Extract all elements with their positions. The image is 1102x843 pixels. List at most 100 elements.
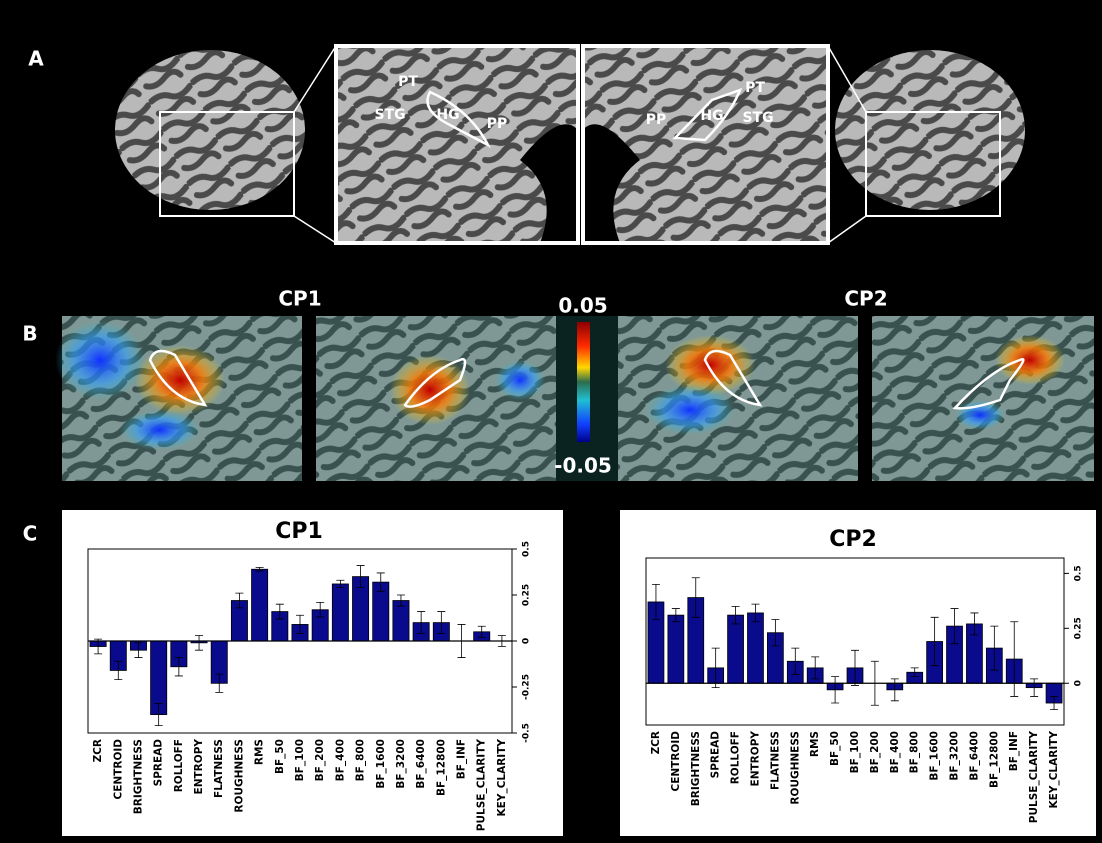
error-bar: [691, 577, 700, 618]
x-tick-label: KEY_CLARITY: [496, 739, 508, 817]
error-bar: [396, 594, 405, 607]
error-bar: [950, 608, 959, 645]
error-bar: [114, 660, 123, 681]
error-bar: [711, 647, 720, 689]
plot-frame: [645, 557, 1065, 726]
error-bar: [831, 676, 840, 704]
x-tick-label: FLATNESS: [213, 739, 225, 798]
y-tick-label: 0.5: [522, 541, 532, 557]
error-bar: [771, 619, 780, 647]
x-tick-label: BF_50: [274, 739, 286, 774]
x-tick-label: BF_800: [355, 739, 367, 781]
error-bar: [930, 616, 939, 667]
error-bar: [255, 567, 264, 572]
region-label: HG: [700, 108, 723, 124]
chart-title: CP1: [275, 519, 323, 544]
error-bar: [1050, 696, 1059, 711]
x-tick-label: BF_12800: [988, 731, 1000, 788]
x-tick-label: PULSE_CLARITY: [1028, 731, 1040, 824]
bar: [747, 612, 764, 684]
map-title: CP1: [278, 287, 321, 311]
error-bar: [791, 647, 800, 675]
error-bar: [195, 635, 204, 651]
x-tick-label: BF_800: [909, 731, 921, 773]
x-tick-label: BF_200: [869, 731, 881, 773]
x-tick-label: BRIGHTNESS: [690, 731, 702, 806]
error-bar: [356, 565, 365, 589]
x-tick-label: BF_6400: [415, 739, 427, 789]
x-tick-label: ROLLOFF: [173, 739, 185, 792]
x-tick-label: BF_1600: [929, 731, 941, 781]
x-tick-label: BF_3200: [395, 739, 407, 789]
y-tick-label: 0.25: [1074, 617, 1084, 639]
error-bar: [437, 611, 446, 635]
error-bar: [811, 656, 820, 680]
error-bar: [671, 608, 680, 623]
x-tick-label: BF_200: [314, 739, 326, 781]
error-bar: [851, 649, 859, 686]
x-tick-label: SPREAD: [153, 739, 165, 787]
x-tick-label: ZCR: [650, 731, 662, 754]
x-tick-label: BF_100: [294, 739, 306, 781]
x-tick-label: SPREAD: [710, 731, 722, 779]
y-tick-label: -0.5: [522, 723, 532, 743]
error-bar: [417, 611, 426, 635]
error-bar: [296, 614, 304, 635]
x-tick-label: BF_400: [889, 731, 901, 773]
error-bar: [651, 583, 660, 620]
x-tick-label: PULSE_CLARITY: [476, 739, 488, 832]
x-tick-label: RMS: [254, 739, 266, 765]
error-bar: [1010, 621, 1019, 697]
error-bar: [94, 638, 103, 655]
bar: [667, 614, 685, 684]
error-bar: [275, 603, 284, 620]
error-bar: [376, 572, 385, 592]
x-tick-label: ENTROPY: [193, 739, 205, 795]
error-bar: [970, 612, 979, 636]
error-bar: [731, 605, 740, 625]
x-tick-label: BF_INF: [1008, 731, 1020, 771]
region-label: PP: [646, 112, 667, 128]
error-bar: [890, 678, 899, 702]
panel-a-brains: [115, 44, 1025, 245]
error-bar: [316, 601, 325, 618]
x-tick-label: BF_1600: [375, 739, 387, 789]
error-bar: [477, 625, 486, 638]
colorbar-max: 0.05: [558, 294, 607, 318]
region-label: PP: [487, 116, 508, 132]
x-tick-label: BF_3200: [949, 731, 961, 781]
region-label: STG: [374, 107, 405, 123]
error-bar: [336, 579, 345, 589]
bar: [727, 614, 744, 684]
map-title: CP2: [844, 287, 887, 311]
chart-title: CP2: [829, 527, 877, 552]
error-bar: [235, 592, 244, 609]
panel-label: C: [23, 522, 38, 546]
bar: [251, 568, 269, 642]
error-bar: [215, 673, 224, 693]
x-tick-label: CENTROID: [112, 739, 124, 800]
x-tick-label: ENTROPY: [749, 731, 761, 787]
bar: [331, 583, 349, 642]
x-tick-label: ROUGHNESS: [233, 739, 245, 813]
x-tick-label: ROUGHNESS: [789, 731, 801, 805]
error-bar: [134, 642, 143, 658]
x-tick-label: KEY_CLARITY: [1048, 731, 1060, 809]
error-bar: [751, 603, 760, 623]
x-tick-label: BF_50: [829, 731, 841, 766]
region-label: PT: [745, 80, 765, 96]
region-label: HG: [436, 107, 459, 123]
error-bar: [990, 625, 999, 671]
x-tick-label: CENTROID: [670, 731, 682, 792]
x-tick-label: BF_INF: [456, 739, 468, 779]
x-tick-label: BF_6400: [968, 731, 980, 781]
panel-b-maps: [55, 316, 1094, 481]
error-bar: [1030, 678, 1039, 697]
x-tick-label: FLATNESS: [769, 731, 781, 790]
y-tick-label: 0: [1074, 680, 1084, 686]
x-tick-label: BF_100: [849, 731, 861, 773]
y-tick-label: 0: [522, 638, 532, 644]
panel-label: B: [22, 322, 37, 346]
